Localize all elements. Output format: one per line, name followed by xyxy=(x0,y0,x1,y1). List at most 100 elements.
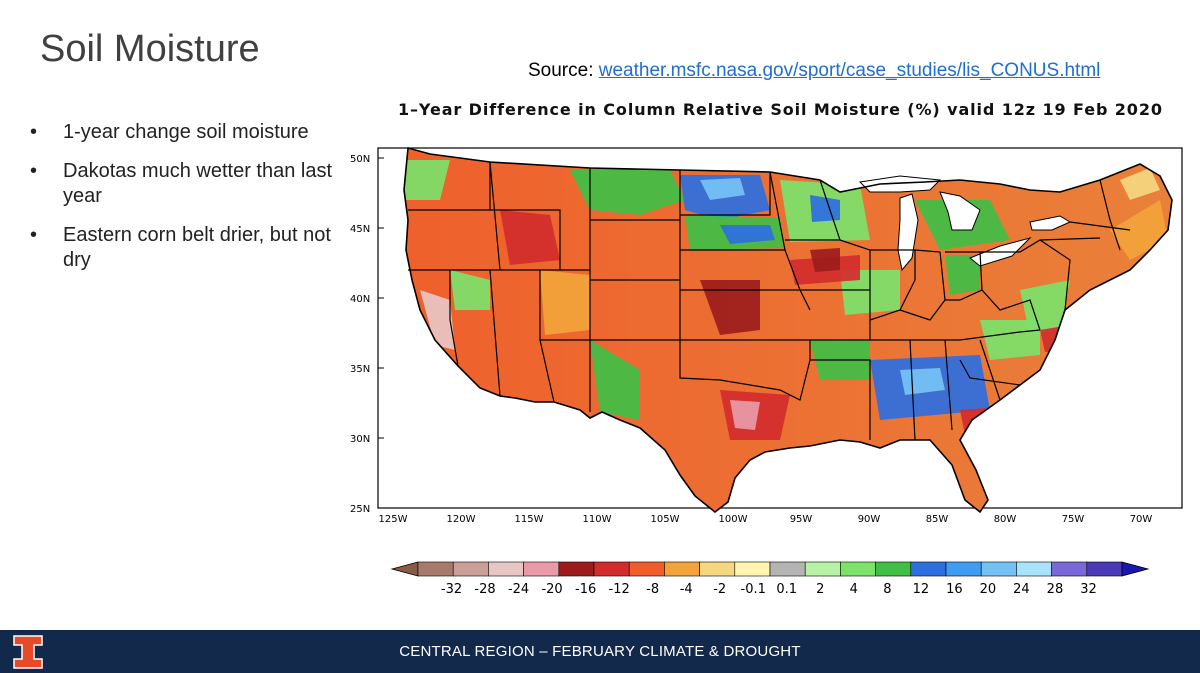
bullet-item: • 1-year change soil moisture xyxy=(30,120,350,145)
lake-superior xyxy=(858,175,942,193)
bullet-text: Eastern corn belt drier, but not dry xyxy=(63,224,331,271)
illinois-i-logo xyxy=(13,635,43,669)
colorbar-cell xyxy=(840,561,876,577)
colorbar-cell xyxy=(1016,561,1052,577)
bullet-list: • 1-year change soil moisture • Dakotas mu… xyxy=(30,120,350,287)
source-citation: Source: weather.msfc.nasa.gov/sport/case… xyxy=(528,60,1100,82)
moisture-region xyxy=(1120,168,1160,200)
colorbar-cell xyxy=(628,561,665,577)
source-label: Source: xyxy=(528,60,599,81)
bullet-item: • Eastern corn belt drier, but not dry xyxy=(30,223,350,273)
colorbar-label: 16 xyxy=(946,582,963,597)
lon-label: 110W xyxy=(583,514,612,525)
colorbar-label: 32 xyxy=(1080,582,1097,597)
lon-label: 125W xyxy=(379,514,408,525)
colorbar-label: 20 xyxy=(980,582,997,597)
lake-ontario xyxy=(1029,215,1072,231)
lon-label: 70W xyxy=(1130,514,1153,525)
longitude-labels: 125W 120W 115W 110W 105W 100W 95W 90W 85… xyxy=(379,514,1153,525)
moisture-region xyxy=(730,400,760,430)
moisture-region xyxy=(945,255,980,295)
colorbar-label: -16 xyxy=(575,582,596,597)
map-canvas: 50N 45N 40N 35N 30N 25N 125W 120W 115W 1… xyxy=(350,147,1183,525)
colorbar-label: -32 xyxy=(441,582,462,597)
state-boundaries xyxy=(408,161,1131,441)
bullet-dot: • xyxy=(30,224,38,246)
lon-label: 95W xyxy=(790,514,813,525)
soil-moisture-map: 50N 45N 40N 35N 30N 25N 125W 120W 115W 1… xyxy=(340,140,1200,540)
colorbar-canvas: -32 -28 -24 -20 -16 -12 -8 -4 -2 -0.1 0.1 2 4 8 12 16 20… xyxy=(390,561,1150,597)
moisture-region xyxy=(404,160,450,200)
colorbar-label: 4 xyxy=(850,582,858,597)
lat-label: 35N xyxy=(350,364,370,375)
colorbar-cell xyxy=(488,561,524,577)
lake-huron xyxy=(939,191,981,231)
bullet-text: Dakotas much wetter than last year xyxy=(63,160,333,207)
colorbar-label: 2 xyxy=(816,582,824,597)
moisture-region xyxy=(420,290,455,350)
moisture-region xyxy=(700,280,760,335)
bullet-text: 1-year change soil moisture xyxy=(63,121,309,143)
colorbar-cell xyxy=(664,561,700,577)
colorbar-cell xyxy=(699,561,736,577)
colorbar-cell xyxy=(593,561,630,577)
lon-label: 90W xyxy=(858,514,881,525)
colorbar-label: -4 xyxy=(680,582,693,597)
lon-label: 75W xyxy=(1062,514,1085,525)
colorbar-cell xyxy=(804,561,841,577)
colorbar-cell xyxy=(523,561,560,577)
colorbar-arrow-right xyxy=(1121,561,1150,577)
moisture-region xyxy=(450,270,490,310)
moisture-region xyxy=(590,340,640,420)
colorbar-label: -20 xyxy=(541,582,562,597)
latitude-labels: 50N 45N 40N 35N 30N 25N xyxy=(350,154,370,515)
lat-label: 40N xyxy=(350,294,370,305)
lon-label: 80W xyxy=(994,514,1017,525)
moisture-region xyxy=(700,178,745,200)
lon-label: 85W xyxy=(926,514,949,525)
bullet-item: • Dakotas much wetter than last year xyxy=(30,159,350,209)
colorbar-label: 0.1 xyxy=(776,582,797,597)
colorbar-label: 12 xyxy=(913,582,930,597)
colorbar-cell xyxy=(1051,561,1088,577)
moisture-region xyxy=(540,270,590,335)
lon-label: 105W xyxy=(651,514,680,525)
source-link[interactable]: weather.msfc.nasa.gov/sport/case_studies… xyxy=(598,60,1101,81)
colorbar-cell xyxy=(980,561,1017,577)
map-title: 1–Year Difference in Column Relative Soi… xyxy=(398,100,1163,119)
colorbar-label: 24 xyxy=(1013,582,1030,597)
lat-label: 30N xyxy=(350,434,370,445)
colorbar: -32 -28 -24 -20 -16 -12 -8 -4 -2 -0.1 0.1 2 4 8 12 16 20… xyxy=(390,560,1150,600)
lake-michigan xyxy=(897,193,919,272)
moisture-region xyxy=(980,320,1040,360)
moisture-region xyxy=(570,170,685,215)
colorbar-cell xyxy=(734,561,771,577)
moisture-region xyxy=(500,210,560,265)
colorbar-cell xyxy=(417,561,454,577)
slide-title: Soil Moisture xyxy=(40,28,260,70)
lat-label: 45N xyxy=(350,224,370,235)
colorbar-cell xyxy=(875,561,912,577)
bullet-dot: • xyxy=(30,121,38,143)
colorbar-label: -12 xyxy=(609,582,630,597)
moisture-region xyxy=(720,225,775,244)
moisture-region xyxy=(810,248,840,272)
latitude-ticks xyxy=(378,157,384,509)
moisture-region xyxy=(810,195,840,222)
colorbar-cell xyxy=(945,561,982,577)
colorbar-label: -24 xyxy=(508,582,529,597)
colorbar-label: -28 xyxy=(474,582,495,597)
colorbar-label: 28 xyxy=(1047,582,1064,597)
bullet-dot: • xyxy=(30,160,38,182)
colorbar-label: -8 xyxy=(646,582,659,597)
colorbar-cell xyxy=(769,561,806,577)
colorbar-label: -2 xyxy=(713,582,726,597)
lon-label: 120W xyxy=(447,514,476,525)
colorbar-arrow-left xyxy=(390,561,419,577)
colorbar-cell xyxy=(558,561,595,577)
lon-label: 100W xyxy=(719,514,748,525)
lon-label: 115W xyxy=(515,514,544,525)
colorbar-label: 8 xyxy=(883,582,891,597)
lat-label: 25N xyxy=(350,504,370,515)
footer-bar: CENTRAL REGION – FEBRUARY CLIMATE & DROU… xyxy=(0,630,1200,673)
